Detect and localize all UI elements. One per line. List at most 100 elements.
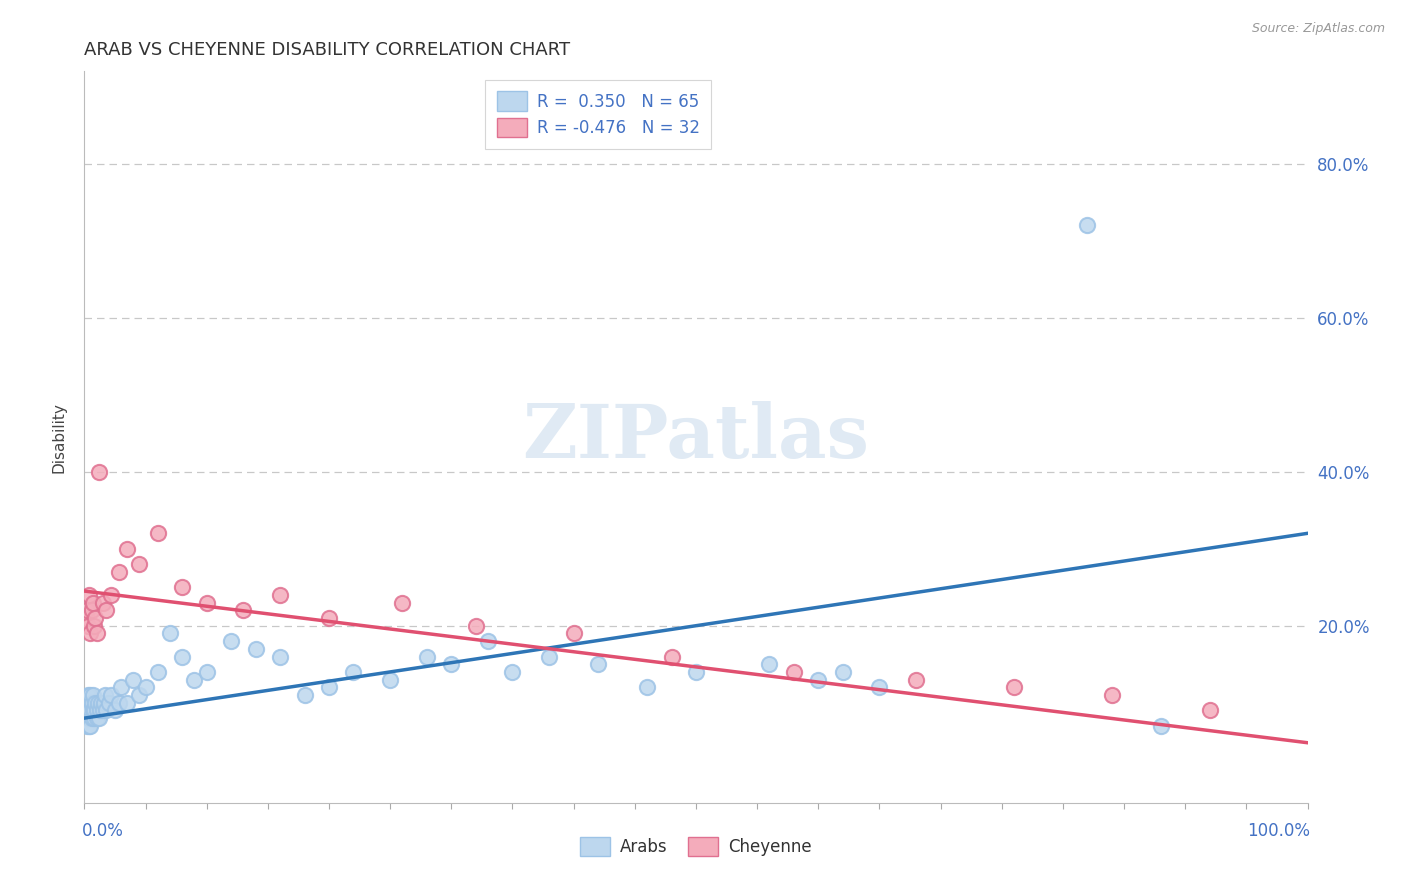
Point bbox=[87, 696, 110, 710]
Point bbox=[77, 719, 100, 733]
Point bbox=[115, 696, 138, 710]
Point bbox=[783, 665, 806, 679]
Point bbox=[195, 665, 218, 679]
Text: 0.0%: 0.0% bbox=[82, 822, 124, 840]
Point bbox=[76, 696, 98, 710]
Point bbox=[80, 603, 103, 617]
Point bbox=[82, 596, 104, 610]
Point bbox=[86, 703, 108, 717]
Point bbox=[93, 696, 115, 710]
Point bbox=[110, 681, 132, 695]
Point bbox=[76, 703, 98, 717]
Point bbox=[831, 665, 853, 679]
Point bbox=[82, 703, 104, 717]
Point bbox=[807, 673, 830, 687]
Point bbox=[380, 673, 402, 687]
Point bbox=[219, 634, 242, 648]
Point bbox=[440, 657, 463, 672]
Point bbox=[79, 688, 101, 702]
Point bbox=[79, 719, 101, 733]
Point bbox=[89, 703, 111, 717]
Point bbox=[1002, 681, 1025, 695]
Point bbox=[83, 618, 105, 632]
Point bbox=[82, 688, 104, 702]
Point bbox=[183, 673, 205, 687]
Point bbox=[79, 703, 101, 717]
Point bbox=[869, 681, 891, 695]
Point bbox=[146, 526, 169, 541]
Point bbox=[86, 626, 108, 640]
Point bbox=[477, 634, 499, 648]
Point bbox=[1076, 219, 1098, 233]
Point bbox=[318, 611, 340, 625]
Point bbox=[269, 649, 291, 664]
Point bbox=[86, 711, 108, 725]
Point bbox=[97, 696, 120, 710]
Point bbox=[464, 618, 486, 632]
Legend: Arabs, Cheyenne: Arabs, Cheyenne bbox=[568, 825, 824, 868]
Point bbox=[685, 665, 707, 679]
Point bbox=[1101, 688, 1123, 702]
Point bbox=[1198, 703, 1220, 717]
Point bbox=[195, 596, 218, 610]
Point bbox=[128, 557, 150, 571]
Point bbox=[294, 688, 316, 702]
Point bbox=[416, 649, 439, 664]
Point bbox=[172, 649, 194, 664]
Point bbox=[77, 618, 100, 632]
Point bbox=[76, 719, 98, 733]
Point bbox=[94, 688, 117, 702]
Point bbox=[91, 703, 114, 717]
Point bbox=[96, 603, 118, 617]
Point bbox=[562, 626, 585, 640]
Point bbox=[80, 711, 103, 725]
Point bbox=[77, 688, 100, 702]
Point bbox=[269, 588, 291, 602]
Point bbox=[107, 565, 129, 579]
Point bbox=[104, 703, 127, 717]
Point bbox=[87, 711, 110, 725]
Point bbox=[83, 711, 105, 725]
Point bbox=[905, 673, 928, 687]
Point bbox=[159, 626, 181, 640]
Point bbox=[391, 596, 413, 610]
Point bbox=[75, 611, 97, 625]
Point bbox=[100, 688, 122, 702]
Point bbox=[318, 681, 340, 695]
Point bbox=[107, 696, 129, 710]
Point bbox=[661, 649, 683, 664]
Y-axis label: Disability: Disability bbox=[51, 401, 66, 473]
Point bbox=[128, 688, 150, 702]
Point bbox=[502, 665, 524, 679]
Point bbox=[1150, 719, 1173, 733]
Point bbox=[172, 580, 194, 594]
Point bbox=[232, 603, 254, 617]
Point bbox=[79, 626, 101, 640]
Point bbox=[91, 596, 114, 610]
Point bbox=[245, 641, 267, 656]
Point bbox=[83, 703, 105, 717]
Point bbox=[122, 673, 145, 687]
Point bbox=[77, 711, 100, 725]
Point bbox=[80, 696, 103, 710]
Text: ARAB VS CHEYENNE DISABILITY CORRELATION CHART: ARAB VS CHEYENNE DISABILITY CORRELATION … bbox=[84, 41, 571, 59]
Point bbox=[586, 657, 609, 672]
Point bbox=[636, 681, 658, 695]
Point bbox=[96, 703, 118, 717]
Point bbox=[77, 588, 100, 602]
Point bbox=[84, 611, 107, 625]
Point bbox=[115, 541, 138, 556]
Point bbox=[77, 711, 100, 725]
Text: ZIPatlas: ZIPatlas bbox=[523, 401, 869, 474]
Point bbox=[77, 703, 100, 717]
Point bbox=[100, 588, 122, 602]
Point bbox=[538, 649, 561, 664]
Point bbox=[84, 696, 107, 710]
Point bbox=[758, 657, 780, 672]
Point bbox=[146, 665, 169, 679]
Point bbox=[87, 465, 110, 479]
Point bbox=[90, 696, 112, 710]
Point bbox=[76, 603, 98, 617]
Point bbox=[135, 681, 157, 695]
Text: 100.0%: 100.0% bbox=[1247, 822, 1310, 840]
